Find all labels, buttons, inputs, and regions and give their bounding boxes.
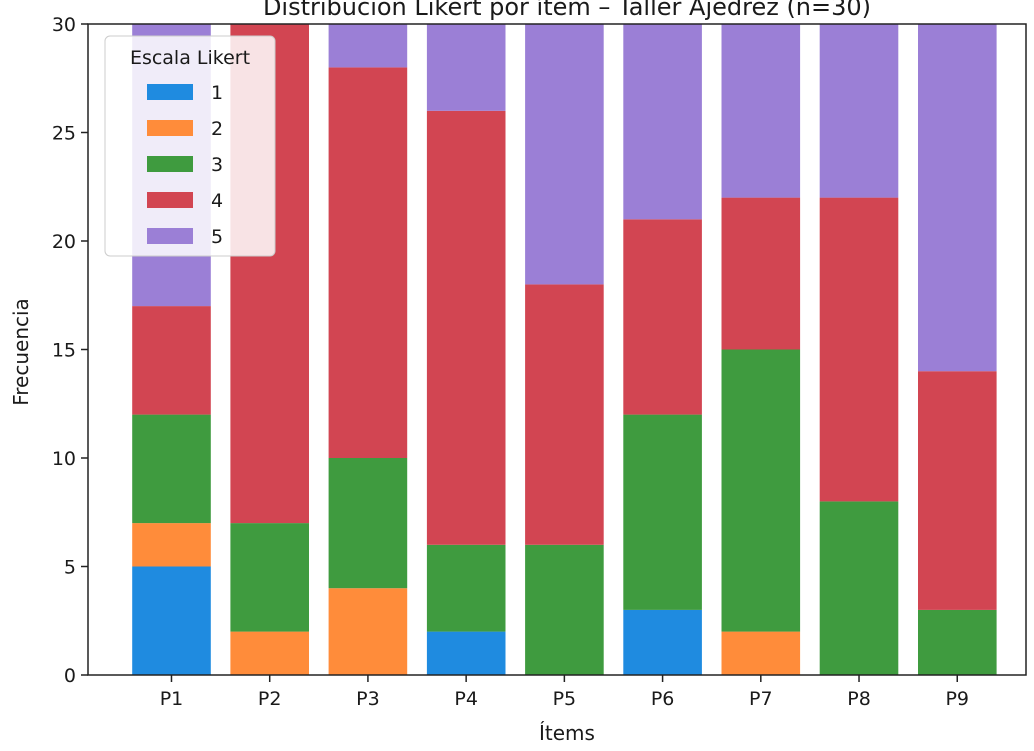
x-tick-label: P8: [847, 688, 871, 710]
legend-title: Escala Likert: [130, 47, 250, 69]
y-tick-label: 0: [64, 665, 76, 687]
bar-p5-likert-4: [525, 284, 604, 545]
bar-p6-likert-3: [623, 414, 702, 610]
bar-p3-likert-5: [328, 24, 408, 68]
bar-p1-likert-2: [132, 523, 211, 567]
y-tick-label: 20: [52, 231, 76, 253]
bar-p7-likert-4: [721, 197, 801, 350]
bar-p7-likert-5: [721, 24, 801, 198]
bar-p3-likert-3: [328, 458, 408, 589]
legend-swatch-5: [147, 228, 193, 244]
legend-label-1: 1: [211, 82, 223, 104]
legend-swatch-3: [147, 156, 193, 172]
x-tick-label: P4: [454, 688, 478, 710]
legend-label-4: 4: [211, 190, 223, 212]
bar-p5-likert-3: [525, 544, 604, 675]
bar-p8-likert-3: [819, 501, 899, 675]
bar-p3-likert-2: [328, 588, 408, 675]
bar-p4-likert-3: [426, 544, 506, 632]
y-tick-label: 5: [64, 557, 76, 579]
legend-label-3: 3: [211, 154, 223, 176]
bar-p6-likert-4: [623, 219, 702, 415]
bar-p1-likert-3: [132, 414, 211, 524]
chart-title: Distribución Likert por ítem – Taller Aj…: [263, 0, 871, 21]
bar-p9-likert-4: [918, 371, 997, 610]
bar-p8-likert-4: [819, 197, 899, 502]
x-tick-label: P3: [356, 688, 380, 710]
bar-p1-likert-4: [132, 306, 211, 415]
y-tick-label: 25: [52, 123, 76, 145]
x-tick-label: P9: [945, 688, 969, 710]
y-tick-label: 30: [52, 14, 76, 36]
bar-p6-likert-1: [623, 609, 702, 675]
bar-p4-likert-1: [426, 631, 506, 675]
bar-p4-likert-4: [426, 110, 506, 545]
x-axis-label: Ítems: [539, 721, 595, 745]
legend-swatch-1: [147, 84, 193, 100]
legend-swatch-4: [147, 192, 193, 208]
x-tick-label: P5: [553, 688, 577, 710]
y-tick-label: 15: [52, 340, 76, 362]
legend-swatch-2: [147, 120, 193, 136]
bar-p5-likert-5: [525, 24, 604, 285]
x-tick-label: P6: [651, 688, 675, 710]
bar-p7-likert-3: [721, 349, 801, 632]
legend-box: [104, 35, 276, 257]
bar-p7-likert-2: [721, 631, 801, 675]
legend-label-2: 2: [211, 118, 223, 140]
x-tick-label: P1: [160, 688, 184, 710]
bar-p6-likert-5: [623, 24, 702, 220]
bar-p1-likert-1: [132, 566, 211, 675]
bar-p3-likert-4: [328, 67, 408, 459]
bar-p4-likert-5: [426, 24, 506, 111]
x-tick-label: P2: [258, 688, 282, 710]
legend: Escala Likert 1 2 3 4 5: [104, 35, 276, 257]
x-tick-label: P7: [749, 688, 773, 710]
bar-p9-likert-5: [918, 24, 997, 372]
bar-p8-likert-5: [819, 24, 899, 198]
y-tick-label: 10: [52, 448, 76, 470]
bar-p2-likert-2: [230, 631, 309, 675]
legend-label-5: 5: [211, 226, 223, 248]
bar-p9-likert-3: [918, 609, 997, 675]
bar-p2-likert-3: [230, 523, 309, 632]
y-axis-label: Frecuencia: [9, 298, 33, 406]
